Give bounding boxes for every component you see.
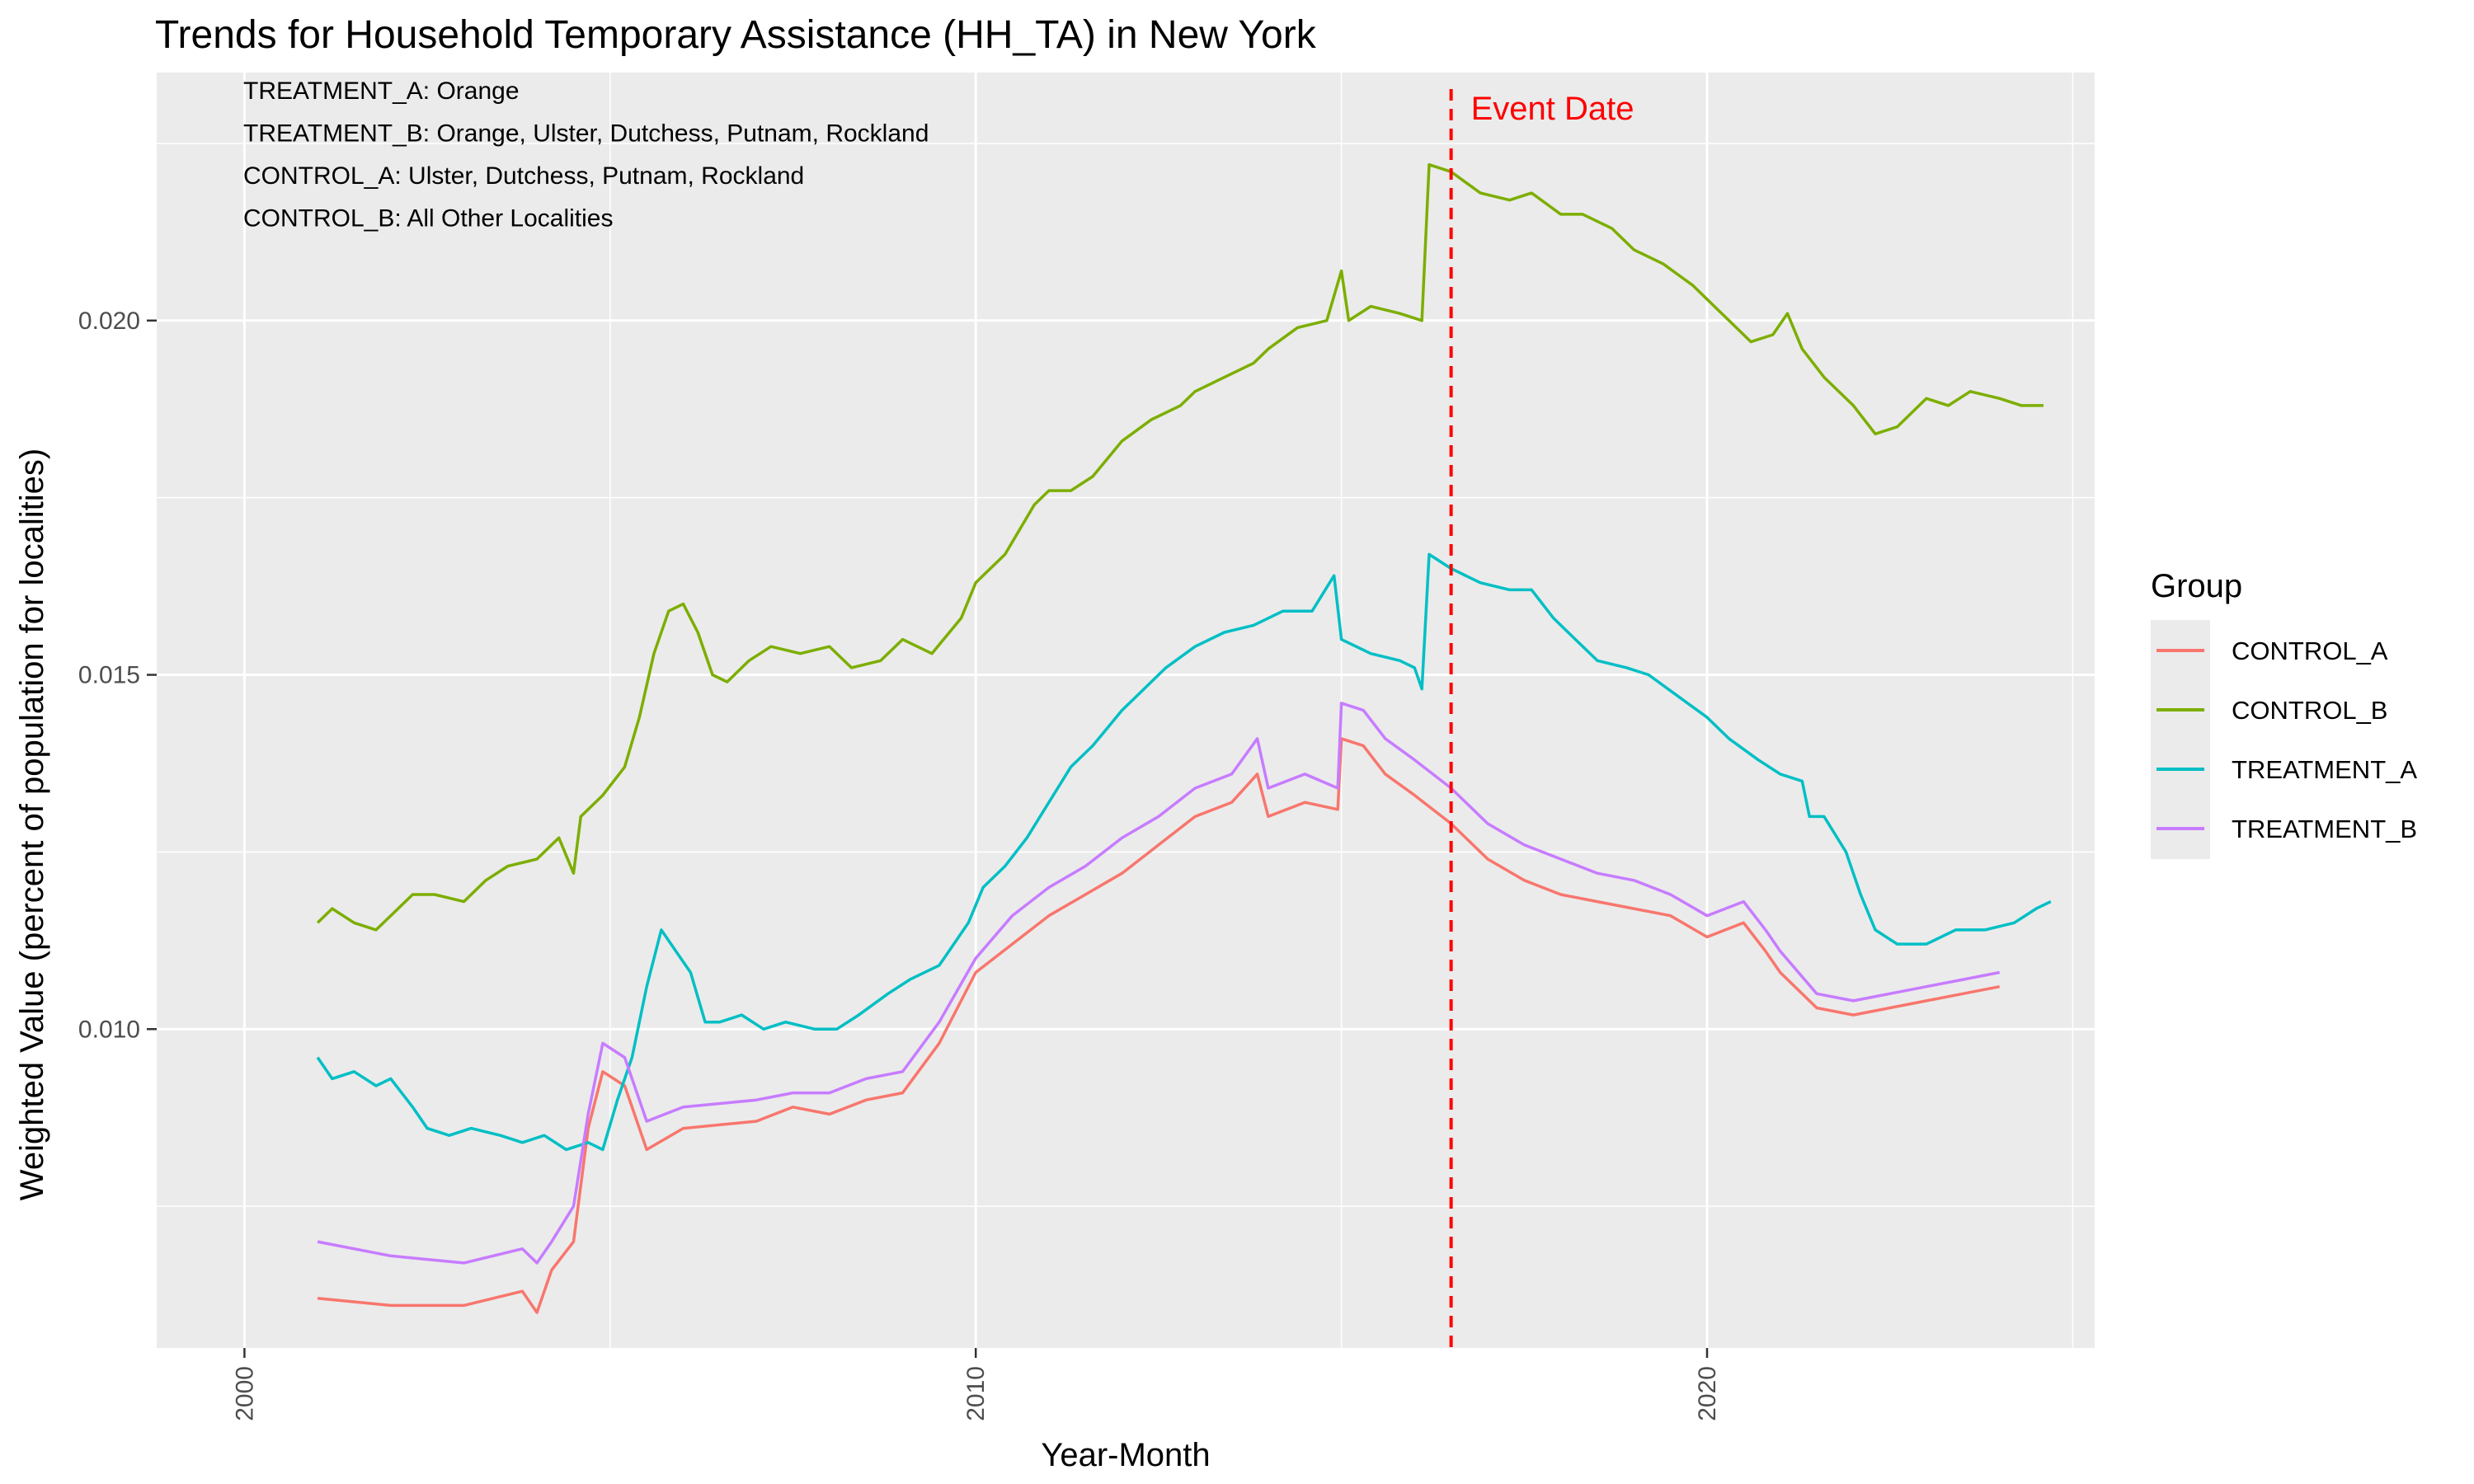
legend-title: Group: [2151, 568, 2242, 604]
legend-label: CONTROL_B: [2232, 696, 2387, 725]
x-tick-label: 2010: [962, 1366, 990, 1421]
x-axis-title: Year-Month: [1041, 1437, 1210, 1473]
y-tick-label: 0.015: [78, 662, 140, 689]
series-lines: [316, 162, 2052, 1314]
x-tick-label: 2000: [231, 1366, 258, 1421]
x-axis-ticks: 2000 2010 2020: [231, 1348, 1721, 1421]
series-line-treatment-a: [316, 552, 2052, 1152]
series-line-treatment-b: [317, 702, 2001, 1265]
series-line-control-b: [316, 162, 2044, 932]
grid-lines: [157, 73, 2095, 1348]
legend-label: CONTROL_A: [2232, 636, 2388, 665]
group-definition-text: CONTROL_B: All Other Localities: [243, 205, 614, 232]
group-definition-text: CONTROL_A: Ulster, Dutchess, Putnam, Roc…: [243, 162, 804, 190]
event-date-marker: Event Date: [1449, 89, 1634, 1348]
legend-key-background: [2151, 620, 2210, 859]
series-line-control-a: [317, 737, 2001, 1314]
plot-panel: [157, 73, 2095, 1348]
y-tick-label: 0.020: [78, 308, 140, 335]
event-date-label: Event Date: [1471, 91, 1634, 127]
legend-label: TREATMENT_B: [2232, 815, 2417, 843]
legend-label: TREATMENT_A: [2232, 755, 2417, 784]
y-axis-ticks: 0.010 0.015 0.020: [78, 308, 157, 1043]
y-tick-label: 0.010: [78, 1016, 140, 1043]
chart-title: Trends for Household Temporary Assistanc…: [155, 13, 1317, 57]
y-axis-title: Weighted Value (percent of population fo…: [14, 448, 50, 1200]
group-definition-text: TREATMENT_A: Orange: [243, 77, 520, 105]
group-definitions: TREATMENT_A: Orange TREATMENT_B: Orange, …: [243, 77, 929, 232]
x-tick-label: 2020: [1694, 1366, 1721, 1421]
group-definition-text: TREATMENT_B: Orange, Ulster, Dutchess, P…: [243, 120, 929, 148]
legend: Group CONTROL_A CONTROL_B TREATMENT_A TREATM…: [2151, 568, 2417, 859]
